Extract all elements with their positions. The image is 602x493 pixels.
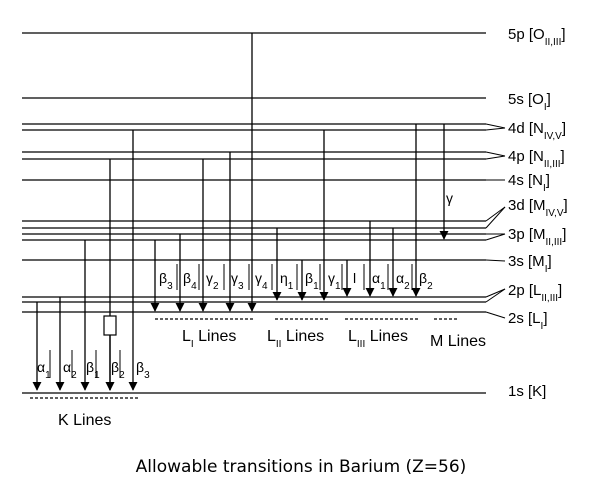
k-transition-label: β1 [86, 359, 100, 381]
l-transition-label: γ4 [255, 270, 268, 292]
l-transition-label: β2 [419, 270, 433, 292]
level-leader [485, 127, 506, 131]
line-groups: K Lines LI Lines LII Lines LIII Lines M Line… [30, 318, 486, 429]
m-gamma-label: γ [446, 190, 453, 206]
l-transition-label: γ2 [206, 270, 219, 292]
k-transition-label: α1 [37, 359, 51, 381]
l-transition-label: η1 [280, 270, 294, 292]
k-beta2-box [103, 315, 117, 336]
l-transition-label: β1 [305, 270, 319, 292]
level-label-2p: 2p [LII,III] [508, 282, 562, 304]
level-label-3p: 3p [MII,III] [508, 226, 566, 248]
l-transition-label: β3 [159, 270, 173, 292]
level-label-3s: 3s [MI] [508, 253, 552, 275]
level-label-2s: 2s [LI] [508, 310, 547, 332]
level-leader [485, 155, 506, 160]
transition-arrows [32, 33, 449, 391]
k-transition-label: α2 [63, 359, 77, 381]
level-label-4s: 4s [NI] [508, 172, 550, 194]
transition-labels: α1 α2 β1 β2 β3 β3 β4 γ2 γ3 γ4 η1 β1 γ1 l α1 α2 β2 γ [37, 190, 453, 381]
level-leader [485, 288, 506, 298]
energy-levels [22, 32, 486, 394]
k-lines-label: K Lines [58, 412, 111, 429]
level-labels: 5p [OII,III] 5s [OI] 4d [NIV,V] 4p [NII,III… [508, 26, 568, 400]
level-label-4p: 4p [NII,III] [508, 148, 565, 170]
level-label-4d: 4d [NIV,V] [508, 120, 566, 142]
l-transition-label: γ3 [231, 270, 244, 292]
l-transition-label: γ1 [328, 270, 341, 292]
level-leader [485, 233, 506, 241]
label-leaders [485, 123, 506, 319]
level-leader [485, 206, 506, 229]
level-leader [485, 151, 506, 157]
l2-lines-label: LII Lines [267, 328, 324, 350]
l1-lines-label: LI Lines [182, 328, 236, 350]
level-leader [485, 259, 506, 262]
m-lines-label: M Lines [430, 333, 486, 350]
l3-lines-label: LIII Lines [348, 328, 408, 350]
level-label-1s: 1s [K] [508, 383, 546, 400]
figure-caption: Allowable transitions in Barium (Z=56) [135, 457, 467, 477]
l-transition-label: β4 [183, 270, 197, 292]
level-leader [485, 288, 506, 303]
l-transition-label: α2 [396, 270, 410, 292]
level-leader [485, 206, 506, 222]
k-transition-label: β3 [136, 359, 150, 381]
k-transition-label: β2 [111, 359, 125, 381]
l-transition-label: α1 [372, 270, 386, 292]
level-label-5p: 5p [OII,III] [508, 26, 566, 48]
level-label-3d: 3d [MIV,V] [508, 197, 568, 219]
level-label-5s: 5s [OI] [508, 91, 551, 113]
l-transition-label: l [353, 270, 356, 286]
level-leader [485, 311, 506, 319]
level-leader [485, 123, 506, 129]
